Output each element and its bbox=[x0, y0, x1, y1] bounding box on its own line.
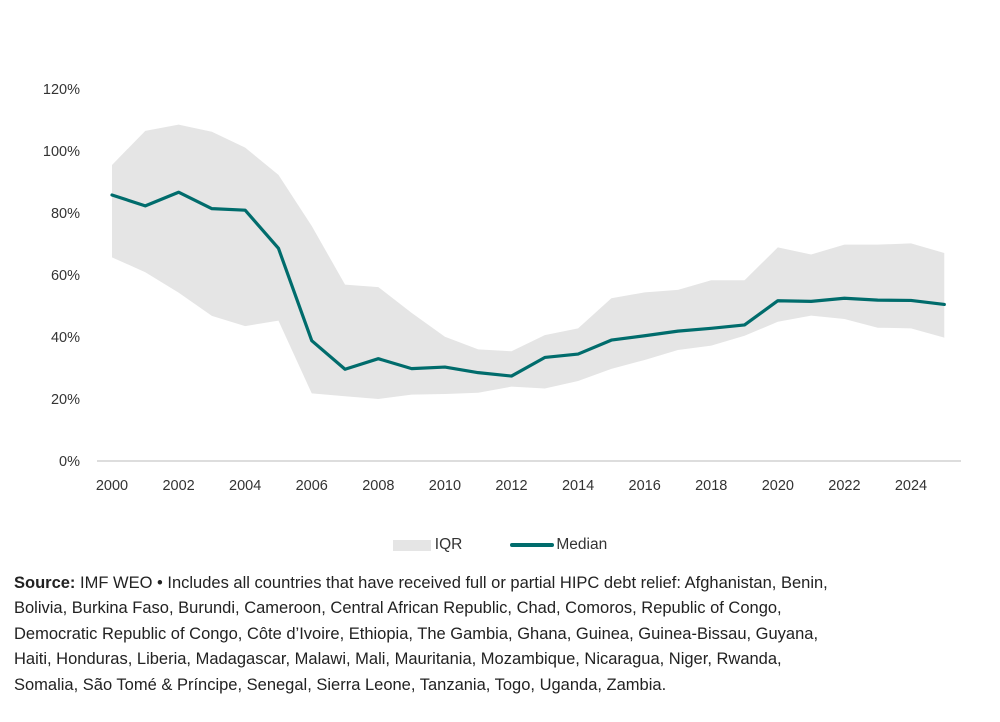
chart: 2000 2002 2004 2006 2008 2010 2012 2014 2016 2018… bbox=[43, 82, 961, 494]
x-tick-label: 2002 bbox=[162, 478, 194, 494]
iqr-swatch bbox=[392, 539, 431, 551]
legend-label-iqr: IQR bbox=[434, 536, 463, 553]
x-tick-label: 2020 bbox=[762, 478, 794, 494]
x-tick-label: 2022 bbox=[828, 478, 860, 494]
x-tick-label: 2016 bbox=[629, 478, 661, 494]
caption-line: Bolivia, Burkina Faso, Burundi, Cameroon… bbox=[14, 599, 782, 618]
y-tick-label: 120% bbox=[43, 82, 80, 98]
x-tick-label: 2004 bbox=[229, 478, 261, 494]
x-tick-label: 2024 bbox=[895, 478, 927, 494]
y-tick-label: 40% bbox=[51, 330, 80, 346]
x-tick-label: 2010 bbox=[429, 478, 461, 494]
y-tick-label: 0% bbox=[59, 454, 80, 470]
x-tick-label: 2006 bbox=[296, 478, 328, 494]
caption-line: Source: IMF WEO • Includes all countries… bbox=[14, 571, 994, 596]
caption-line: Haiti, Honduras, Liberia, Madagascar, Ma… bbox=[14, 650, 782, 669]
caption-text: IMF WEO • Includes all countries that ha… bbox=[75, 574, 828, 592]
legend-label-median: Median bbox=[556, 536, 608, 553]
median-line bbox=[110, 190, 946, 378]
median-swatch bbox=[510, 543, 555, 547]
iqr-band bbox=[112, 124, 945, 400]
x-tick-label: 2018 bbox=[695, 478, 727, 494]
x-tick-label: 2012 bbox=[495, 478, 527, 494]
legend: IQR Median bbox=[0, 536, 1000, 554]
source-note: Source: IMF WEO • Includes all countries… bbox=[14, 571, 994, 698]
caption-line: Democratic Republic of Congo, Côte d’Ivo… bbox=[14, 624, 819, 643]
caption-line: Somalia, São Tomé & Príncipe, Senegal, S… bbox=[14, 675, 667, 694]
y-tick-label: 20% bbox=[51, 392, 80, 408]
y-tick-label: 80% bbox=[51, 206, 80, 222]
legend-item-iqr: IQR bbox=[392, 536, 463, 554]
y-tick-label: 100% bbox=[43, 144, 80, 160]
x-tick-label: 2014 bbox=[562, 478, 594, 494]
legend-item-median: Median bbox=[510, 536, 607, 554]
y-tick-label: 60% bbox=[51, 268, 80, 284]
x-tick-label: 2000 bbox=[96, 478, 128, 494]
x-tick-label: 2008 bbox=[362, 478, 394, 494]
source-label: Source: bbox=[14, 574, 76, 592]
